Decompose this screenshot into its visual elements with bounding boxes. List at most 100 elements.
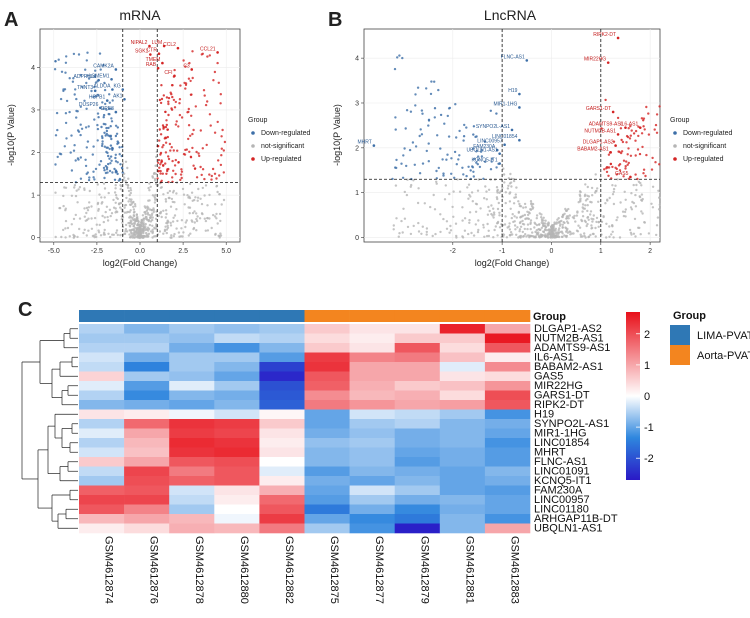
nonsig-point: [523, 202, 527, 206]
up-point: [159, 101, 163, 105]
nonsig-point: [175, 208, 178, 211]
nonsig-point: [490, 212, 493, 216]
nonsig-point: [423, 202, 426, 205]
down-gene-label: TNNT3: [77, 85, 93, 91]
nonsig-point: [651, 206, 655, 209]
heatmap-cell: [169, 419, 215, 429]
nonsig-point: [517, 210, 521, 214]
nonsig-point: [490, 204, 493, 207]
nonsig-point: [147, 219, 151, 223]
down-point: [114, 124, 118, 128]
nonsig-point: [628, 228, 632, 232]
heatmap-column-label: GSM4612875: [328, 536, 340, 604]
up-point: [655, 131, 659, 134]
heatmap-row-label: FLNC-AS1: [534, 456, 587, 468]
nonsig-point: [102, 233, 106, 236]
down-point: [121, 171, 124, 174]
nonsig-point: [547, 221, 550, 224]
nonsig-point: [525, 217, 528, 220]
up-point: [201, 147, 204, 150]
nonsig-point: [166, 191, 169, 195]
heatmap-column-label: GSM4612879: [418, 536, 430, 604]
nonsig-point: [142, 225, 145, 228]
nonsig-point: [579, 194, 582, 198]
up-point: [158, 166, 161, 169]
nonsig-point: [409, 185, 412, 188]
up-point: [607, 166, 611, 169]
nonsig-point: [164, 198, 167, 201]
nonsig-point: [544, 219, 547, 222]
heatmap-cell: [214, 485, 260, 496]
labeled-down-point: [97, 78, 100, 82]
nonsig-point: [182, 193, 186, 196]
heatmap-row-label: MHRT: [534, 447, 566, 459]
nonsig-point: [434, 232, 437, 236]
heatmap-cell: [439, 495, 486, 505]
nonsig-point: [508, 192, 511, 195]
heatmap-cell: [124, 381, 170, 391]
nonsig-point: [102, 231, 106, 234]
nonsig-point: [155, 223, 158, 226]
nonsig-point: [190, 191, 194, 194]
nonsig-point: [132, 224, 136, 228]
nonsig-point: [584, 204, 587, 207]
heatmap-cell: [349, 324, 395, 334]
up-point: [167, 102, 170, 106]
down-gene-label: LINC01854: [492, 134, 518, 140]
heatmap-cell: [169, 447, 215, 458]
heatmap-cell: [124, 400, 170, 410]
heatmap-cell: [124, 523, 170, 534]
group-bar-cell: [214, 310, 260, 322]
nonsig-point: [195, 212, 198, 215]
nonsig-point: [565, 209, 568, 212]
down-gene-label: FAM230A: [473, 144, 496, 150]
labeled-up-point: [609, 151, 612, 154]
nonsig-point: [471, 200, 474, 203]
heatmap-cell: [304, 523, 350, 534]
nonsig-point: [476, 230, 480, 234]
nonsig-point: [521, 214, 525, 217]
down-point: [54, 60, 57, 63]
down-point: [93, 118, 96, 121]
nonsig-point: [597, 221, 600, 224]
lncrna-legend-swatch-up: [673, 157, 677, 161]
labeled-up-point: [606, 61, 610, 64]
nonsig-point: [592, 214, 595, 217]
heatmap-column-label: GSM4612883: [508, 536, 520, 604]
nonsig-point: [508, 200, 512, 203]
down-point: [110, 120, 114, 123]
heatmap-row-label: H19: [534, 409, 554, 421]
down-point: [458, 154, 461, 157]
down-point: [85, 59, 89, 62]
nonsig-point: [513, 224, 517, 227]
heatmap-column-label: GSM4612878: [193, 536, 205, 604]
up-point: [642, 168, 646, 171]
down-point: [465, 126, 468, 129]
nonsig-point: [86, 209, 90, 212]
nonsig-point: [461, 236, 465, 239]
up-point: [189, 134, 192, 137]
nonsig-point: [85, 206, 89, 210]
nonsig-point: [519, 225, 523, 228]
nonsig-point: [512, 202, 516, 205]
nonsig-point: [506, 187, 510, 190]
nonsig-point: [485, 190, 488, 193]
up-point: [216, 61, 219, 65]
down-point: [472, 170, 475, 173]
down-point: [408, 148, 412, 152]
nonsig-point: [576, 210, 579, 213]
down-point: [96, 139, 99, 142]
nonsig-point: [529, 200, 533, 203]
heatmap-cell: [259, 476, 305, 486]
heatmap-cell: [79, 419, 125, 429]
down-point: [64, 61, 68, 64]
heatmap-cell: [169, 457, 215, 467]
nonsig-point: [179, 235, 183, 238]
nonsig-point: [523, 227, 526, 231]
up-point: [219, 102, 222, 105]
heatmap-cell: [439, 333, 486, 344]
nonsig-point: [496, 191, 499, 194]
up-point: [217, 81, 220, 85]
down-point: [120, 166, 124, 169]
nonsig-point: [583, 219, 587, 222]
